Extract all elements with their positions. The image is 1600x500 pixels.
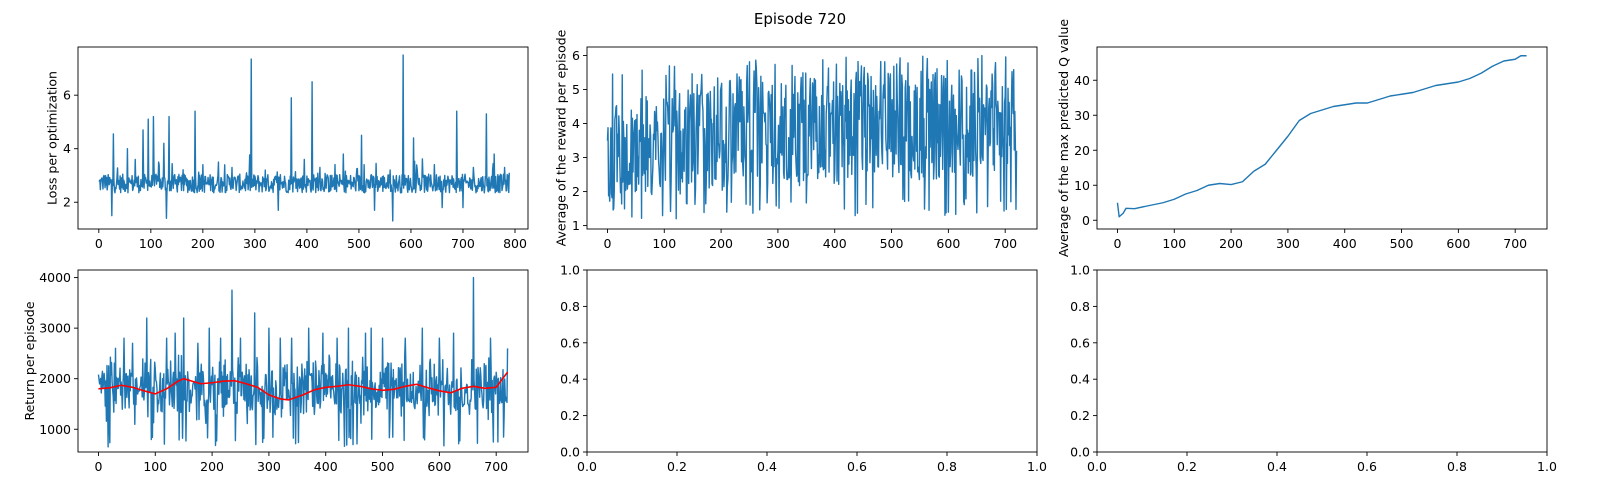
- y-tick-label-empty2-1: 0.2: [1070, 408, 1090, 423]
- y-tick-label-return-3: 4000: [39, 270, 71, 285]
- y-tick-label-empty1-0: 0.0: [560, 445, 580, 460]
- y-tick-label-reward-1: 2: [572, 184, 580, 199]
- y-tick-label-q-0: 0: [1082, 213, 1090, 228]
- y-tick-label-reward-2: 3: [572, 150, 580, 165]
- x-tick-label-q-6: 600: [1446, 236, 1470, 251]
- axes-return: 0 100 200 300 400 500 600 700 1000 2000 3000 4000 Re…: [22, 269, 529, 474]
- x-tick-label-return-0: 0: [94, 459, 102, 474]
- y-tick-label-loss-1: 4: [63, 141, 71, 156]
- x-tick-label-loss-3: 300: [243, 236, 267, 251]
- y-tick-label-loss-2: 6: [63, 88, 71, 103]
- x-tick-label-loss-5: 500: [347, 236, 371, 251]
- series-line-return-0: [97, 276, 509, 448]
- x-tick-label-reward-5: 500: [880, 236, 904, 251]
- axes-frame-loss: [77, 46, 529, 230]
- x-tick-label-loss-7: 700: [451, 236, 475, 251]
- x-tick-label-q-7: 700: [1503, 236, 1527, 251]
- x-tick-label-empty1-3: 0.6: [847, 459, 867, 474]
- axes-empty1: 0.0 0.2 0.4 0.6 0.8 1.0 0.0 0.2 0.4 0.6 0.8 1.0: [560, 263, 1047, 475]
- y-tick-label-return-1: 2000: [39, 371, 71, 386]
- y-tick-label-empty2-4: 0.8: [1070, 299, 1090, 314]
- y-axis-label-loss: Loss per optimization: [45, 71, 60, 205]
- y-tick-label-empty2-3: 0.6: [1070, 335, 1090, 350]
- y-tick-label-empty2-2: 0.4: [1070, 372, 1090, 387]
- axes-frame-return: [77, 269, 529, 453]
- y-tick-label-return-0: 1000: [39, 422, 71, 437]
- x-tick-label-q-2: 200: [1219, 236, 1243, 251]
- x-tick-label-empty2-2: 0.4: [1267, 459, 1287, 474]
- x-tick-label-q-0: 0: [1113, 236, 1121, 251]
- x-tick-label-loss-8: 800: [503, 236, 527, 251]
- x-tick-label-empty1-5: 1.0: [1027, 459, 1047, 474]
- x-tick-label-reward-2: 200: [709, 236, 733, 251]
- axes-frame-empty1: [586, 269, 1038, 453]
- y-tick-label-q-2: 20: [1074, 143, 1090, 158]
- y-tick-label-empty2-0: 0.0: [1070, 445, 1090, 460]
- series-line-q-0: [1116, 55, 1527, 218]
- y-tick-label-empty1-2: 0.4: [560, 372, 580, 387]
- x-tick-label-reward-7: 700: [993, 236, 1017, 251]
- x-tick-label-return-4: 400: [314, 459, 338, 474]
- y-tick-label-empty1-1: 0.2: [560, 408, 580, 423]
- x-tick-label-empty1-4: 0.8: [937, 459, 957, 474]
- y-axis-label-reward: Average of the reward per episode: [554, 29, 569, 246]
- y-tick-label-empty1-3: 0.6: [560, 335, 580, 350]
- x-tick-label-empty2-5: 1.0: [1537, 459, 1557, 474]
- y-tick-label-reward-0: 1: [572, 218, 580, 233]
- y-tick-label-return-2: 3000: [39, 321, 71, 336]
- x-tick-label-loss-1: 100: [139, 236, 163, 251]
- y-tick-label-q-4: 40: [1074, 73, 1090, 88]
- x-tick-label-reward-0: 0: [603, 236, 611, 251]
- axes-frame-reward: [586, 46, 1038, 230]
- y-tick-label-empty2-5: 1.0: [1070, 263, 1090, 278]
- x-tick-label-q-4: 400: [1333, 236, 1357, 251]
- x-tick-label-reward-3: 300: [766, 236, 790, 251]
- x-tick-label-loss-4: 400: [295, 236, 319, 251]
- series-line-reward-0: [606, 54, 1018, 220]
- y-tick-label-empty1-4: 0.8: [560, 299, 580, 314]
- series-line-loss-0: [98, 54, 510, 222]
- x-tick-label-empty1-1: 0.2: [667, 459, 687, 474]
- y-tick-label-empty1-5: 1.0: [560, 263, 580, 278]
- y-tick-label-reward-5: 6: [572, 48, 580, 63]
- x-tick-label-empty1-2: 0.4: [757, 459, 777, 474]
- series-line-return-1: [98, 371, 509, 401]
- x-tick-label-return-6: 600: [427, 459, 451, 474]
- axes-empty2: 0.0 0.2 0.4 0.6 0.8 1.0 0.0 0.2 0.4 0.6 0.8 1.0: [1070, 263, 1557, 475]
- x-tick-label-q-1: 100: [1162, 236, 1186, 251]
- x-tick-label-return-7: 700: [484, 459, 508, 474]
- x-tick-label-q-3: 300: [1276, 236, 1300, 251]
- x-tick-label-loss-6: 600: [399, 236, 423, 251]
- x-tick-label-q-5: 500: [1390, 236, 1414, 251]
- y-tick-label-reward-3: 4: [572, 116, 580, 131]
- y-axis-label-return: Return per episode: [22, 301, 37, 420]
- y-tick-label-loss-0: 2: [63, 195, 71, 210]
- x-tick-label-empty2-4: 0.8: [1447, 459, 1467, 474]
- x-tick-label-empty2-0: 0.0: [1087, 459, 1107, 474]
- y-axis-label-q: Average of the max predicted Q value: [1056, 19, 1071, 258]
- y-tick-label-q-3: 30: [1074, 108, 1090, 123]
- x-tick-label-empty2-3: 0.6: [1357, 459, 1377, 474]
- x-tick-label-return-5: 500: [371, 459, 395, 474]
- figure-title: Episode 720: [754, 10, 846, 28]
- x-tick-label-empty2-1: 0.2: [1177, 459, 1197, 474]
- x-tick-label-return-1: 100: [143, 459, 167, 474]
- x-tick-label-return-2: 200: [200, 459, 224, 474]
- x-tick-label-loss-0: 0: [95, 236, 103, 251]
- axes-frame-empty2: [1096, 269, 1548, 453]
- x-tick-label-empty1-0: 0.0: [577, 459, 597, 474]
- x-tick-label-loss-2: 200: [191, 236, 215, 251]
- x-tick-label-reward-1: 100: [652, 236, 676, 251]
- x-tick-label-reward-6: 600: [936, 236, 960, 251]
- y-tick-label-reward-4: 5: [572, 82, 580, 97]
- x-tick-label-reward-4: 400: [823, 236, 847, 251]
- x-tick-label-return-3: 300: [257, 459, 281, 474]
- axes-frame-q: [1096, 46, 1548, 230]
- y-tick-label-q-1: 10: [1074, 178, 1090, 193]
